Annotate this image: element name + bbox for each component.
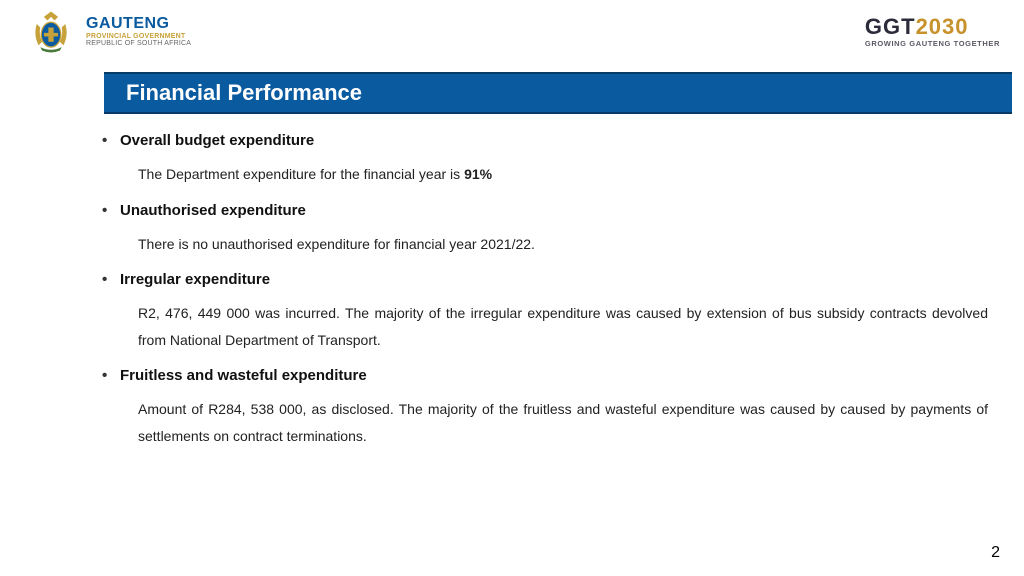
logo-subtitle-1: PROVINCIAL GOVERNMENT [86, 33, 191, 40]
list-item: Fruitless and wasteful expenditure Amoun… [120, 367, 996, 449]
ggt2030-tagline: GROWING GAUTENG TOGETHER [865, 40, 1000, 48]
section-heading: Fruitless and wasteful expenditure [120, 367, 996, 384]
section-body: There is no unauthorised expenditure for… [120, 231, 996, 258]
list-item: Overall budget expenditure The Departmen… [120, 132, 996, 188]
gauteng-logo: GAUTENG PROVINCIAL GOVERNMENT REPUBLIC O… [24, 8, 191, 56]
section-body: R2, 476, 449 000 was incurred. The major… [120, 300, 996, 353]
section-heading: Unauthorised expenditure [120, 202, 996, 219]
ggt2030-wordmark: GGT2030 [865, 16, 1000, 38]
coat-of-arms-icon [24, 8, 78, 56]
page-number: 2 [991, 544, 1000, 562]
slide-header: GAUTENG PROVINCIAL GOVERNMENT REPUBLIC O… [0, 0, 1024, 60]
list-item: Unauthorised expenditure There is no una… [120, 202, 996, 258]
section-body: Amount of R284, 538 000, as disclosed. T… [120, 396, 996, 449]
ggt2030-logo: GGT2030 GROWING GAUTENG TOGETHER [865, 16, 1000, 48]
section-heading: Overall budget expenditure [120, 132, 996, 149]
list-item: Irregular expenditure R2, 476, 449 000 w… [120, 271, 996, 353]
bullet-list: Overall budget expenditure The Departmen… [120, 132, 996, 450]
section-body: The Department expenditure for the finan… [120, 161, 996, 188]
section-heading: Irregular expenditure [120, 271, 996, 288]
logo-subtitle-2: REPUBLIC OF SOUTH AFRICA [86, 40, 191, 47]
logo-title: GAUTENG [86, 16, 191, 33]
slide-content: Overall budget expenditure The Departmen… [0, 114, 1024, 450]
gauteng-wordmark: GAUTENG PROVINCIAL GOVERNMENT REPUBLIC O… [86, 16, 191, 47]
slide-title: Financial Performance [104, 72, 1012, 114]
